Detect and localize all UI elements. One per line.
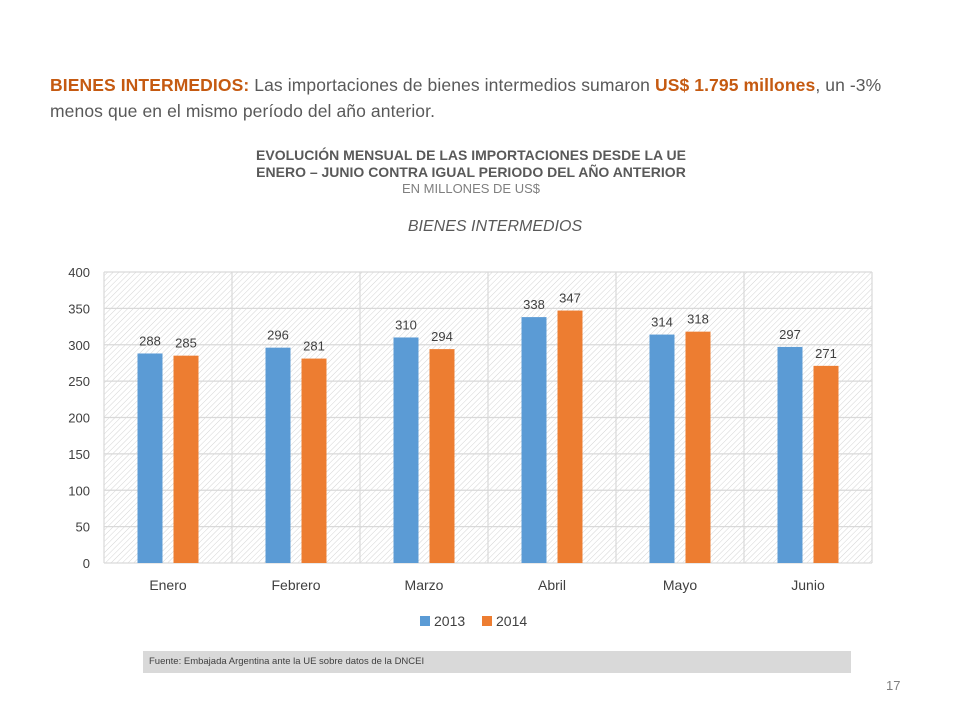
data-label: 297	[779, 327, 801, 342]
legend-label-2014: 2014	[496, 613, 527, 629]
intro-label: BIENES INTERMEDIOS:	[50, 75, 250, 95]
chart-header-units: EN MILLONES DE US$	[402, 181, 540, 196]
source-note: Fuente: Embajada Argentina ante la UE so…	[143, 651, 851, 673]
legend-label-2013: 2013	[434, 613, 465, 629]
data-label: 318	[687, 312, 709, 327]
x-tick-label: Abril	[538, 577, 566, 593]
y-tick-label: 400	[68, 265, 90, 280]
y-tick-label: 350	[68, 301, 90, 316]
bar-2014	[429, 349, 455, 563]
y-tick-label: 150	[68, 447, 90, 462]
x-tick-label: Junio	[791, 577, 825, 593]
chart-header-line2: ENERO – JUNIO CONTRA IGUAL PERIODO DEL A…	[256, 164, 686, 180]
legend-swatch-2014	[482, 616, 492, 626]
bar-chart: 0 50 100 150 200 250 300 350 400 288 285 Enero 296 28…	[68, 265, 873, 629]
bar-2014	[301, 358, 327, 563]
chart-subtitle: BIENES INTERMEDIOS	[407, 218, 583, 235]
intro-paragraph: BIENES INTERMEDIOS: Las importaciones de…	[50, 72, 910, 124]
bar-2014	[557, 310, 583, 563]
page-number: 17	[886, 678, 901, 693]
data-label: 281	[303, 339, 325, 354]
bar-2014	[813, 365, 839, 563]
bar-2013	[649, 334, 675, 563]
intro-amount: US$ 1.795 millones	[654, 75, 816, 95]
y-tick-label: 50	[76, 520, 90, 535]
data-label: 271	[815, 346, 837, 361]
data-label: 314	[651, 315, 673, 330]
data-label: 288	[139, 333, 161, 348]
y-tick-label: 250	[68, 374, 90, 389]
x-tick-label: Mayo	[663, 577, 697, 593]
bar-2013	[265, 347, 291, 563]
chart-header-line1: EVOLUCIÓN MENSUAL DE LAS IMPORTACIONES D…	[256, 147, 686, 163]
x-tick-label: Enero	[149, 577, 187, 593]
y-tick-label: 300	[68, 338, 90, 353]
legend-swatch-2013	[420, 616, 430, 626]
intro-text-a: Las importaciones de bienes intermedios …	[249, 75, 655, 95]
data-label: 285	[175, 336, 197, 351]
x-tick-label: Febrero	[271, 577, 320, 593]
bar-2014	[685, 331, 711, 563]
data-label: 338	[523, 297, 545, 312]
data-label: 294	[431, 329, 453, 344]
bar-2013	[777, 346, 803, 563]
bar-2013	[521, 317, 547, 563]
data-label: 347	[559, 291, 581, 306]
y-tick-label: 0	[83, 556, 90, 571]
intro-text-b: , un -3% menos que en el mismo período d…	[50, 75, 882, 121]
bar-2013	[137, 353, 163, 563]
bar-2014	[173, 355, 199, 563]
x-tick-label: Marzo	[405, 577, 444, 593]
y-tick-label: 100	[68, 483, 90, 498]
data-label: 310	[395, 317, 417, 332]
bar-2013	[393, 337, 419, 563]
data-label: 296	[267, 328, 289, 343]
y-tick-label: 200	[68, 411, 90, 426]
